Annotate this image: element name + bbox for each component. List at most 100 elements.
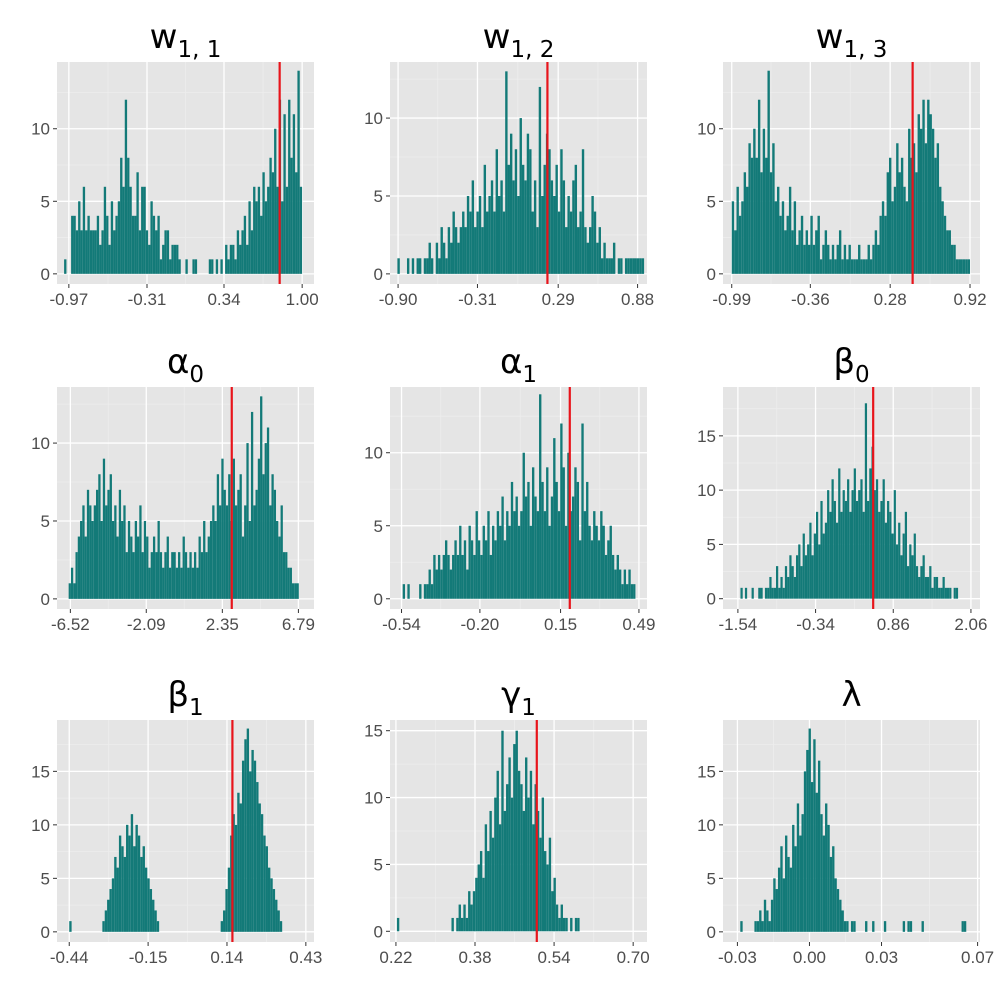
histogram-bar [623,569,627,599]
x-tick-label: -0.44 [50,948,89,967]
histogram-bar [872,921,875,932]
histogram-bar [506,784,509,932]
histogram-bar [891,201,894,274]
histogram-bar [462,211,465,274]
histogram-bar [290,157,293,274]
histogram-bar [769,576,772,599]
histogram-bar [629,258,633,274]
histogram-bar [891,533,894,599]
histogram-bar [428,569,431,599]
histogram-bar [397,258,400,274]
histogram-bar [907,566,910,599]
histogram-bar [630,584,634,599]
histogram-bar [91,520,94,599]
histogram-bar [228,474,231,599]
histogram-bar [95,489,99,599]
histogram-bar [255,489,258,599]
histogram-bar [73,583,76,599]
histogram-bar [777,867,781,932]
histogram-bar [500,180,503,274]
panel-w13: 0 5 10 -0.99 -0.36 0.28 0.92 w1, 3 [697,17,986,309]
panel-title-base: w [816,17,844,57]
histogram-bar [571,496,575,599]
histogram-bar [200,552,204,599]
histogram-bar [860,259,863,274]
x-tick-label: -0.97 [49,290,88,309]
histogram-bar [266,427,270,599]
histogram-bar [130,814,134,932]
histogram-bar [553,877,556,932]
histogram-bar [743,172,747,274]
histogram-bar [501,730,504,932]
histogram-bar [220,921,224,932]
histogram-bar [452,554,455,599]
histogram-bar [490,180,494,274]
histogram-bar [482,525,485,599]
histogram-bar [526,133,530,274]
histogram-bar [909,544,912,599]
panel-title-subscript: 1 [522,362,537,388]
panel-title-base: γ [501,675,521,715]
histogram-bar [918,576,921,599]
histogram-bar [841,259,844,274]
histogram-bar [543,164,546,274]
histogram-bar [900,555,903,599]
histogram-bar [274,128,277,274]
histogram-bar [84,536,87,599]
histogram-bar [103,186,107,274]
histogram-bar [762,128,766,274]
x-tick-label: 2.06 [954,615,987,634]
histogram-bar [215,259,219,274]
histogram-bar [793,576,796,599]
histogram-bar [886,172,890,274]
histogram-bar [466,195,470,274]
histogram-bar [815,230,818,274]
histogram-bar [577,227,580,274]
histogram-bar [134,520,138,599]
histogram-bar [297,70,300,274]
histogram-bar [270,878,273,932]
histogram-bar [482,877,485,932]
histogram-bar [196,567,199,599]
histogram-bar [191,567,194,599]
histogram-bar [109,474,112,599]
histogram-bar [536,511,540,599]
histogram-bar [581,423,584,599]
histogram-bar [507,164,510,274]
x-tick-label: 0.54 [538,948,571,967]
histogram-bar [838,468,841,599]
histogram-bar [804,555,808,599]
histogram-bar [520,784,523,932]
histogram-bar [628,569,631,599]
histogram-bar [902,533,905,599]
histogram-bar [791,566,794,599]
histogram-bar [564,525,568,599]
histogram-bar [893,490,896,599]
panel-a1: 0 5 10 -0.54 -0.20 0.15 0.49 α1 [364,342,655,634]
histogram-bar [812,244,816,274]
histogram-bar [934,157,937,274]
histogram-bar [510,481,514,599]
histogram-bar [428,242,431,274]
histogram-bar [786,215,789,274]
histogram-bar [761,921,764,932]
histogram-bar [813,533,816,599]
x-tick-label: 0.49 [622,615,655,634]
histogram-bar [929,566,932,599]
histogram-bar [460,917,464,932]
histogram-bar [487,851,490,932]
histogram-bar [246,244,249,274]
histogram-bar [788,186,792,274]
histogram-bar [636,258,640,274]
histogram-bar [803,244,806,274]
histogram-bar [557,211,561,274]
histogram-bar [249,771,252,932]
histogram-bar [143,186,146,274]
histogram-bar [626,584,629,599]
histogram-bar [794,846,797,932]
histogram-bar [486,211,489,274]
histogram-bar [911,555,914,599]
histogram-bar [262,172,265,274]
histogram-bar [275,899,278,932]
